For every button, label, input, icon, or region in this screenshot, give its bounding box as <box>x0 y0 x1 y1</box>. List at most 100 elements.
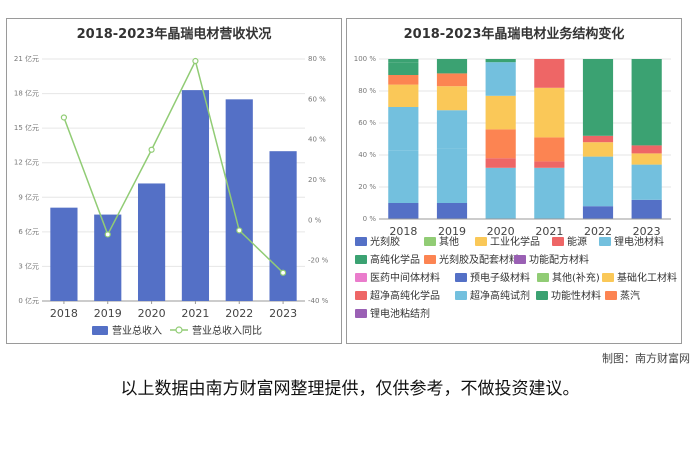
y-left-tick-label: 9 亿元 <box>18 192 39 201</box>
stack-segment <box>534 59 565 88</box>
stack-segment <box>582 59 614 136</box>
yoy-point <box>60 114 68 121</box>
stack-segment <box>534 87 565 138</box>
legend-swatch <box>475 237 487 246</box>
stack-segment <box>582 135 614 143</box>
y-left-tick-label: 18 亿元 <box>14 89 39 98</box>
legend-label: 医药中间体材料 <box>370 271 440 284</box>
y-tick-label: 0 % <box>363 215 377 223</box>
x-tick-label: 2022 <box>584 225 612 238</box>
y-right-tick-label: 20 % <box>308 176 326 184</box>
y-right-tick-label: 80 % <box>308 55 326 63</box>
stack-segment <box>485 59 516 63</box>
stack-segment <box>582 142 614 157</box>
stack-segment <box>631 164 662 200</box>
stack-segment <box>534 167 565 219</box>
x-tick-label: 2019 <box>438 225 466 238</box>
yoy-point <box>192 57 199 65</box>
x-tick-label: 2018 <box>389 225 417 238</box>
legend-label: 光刻胶 <box>370 235 400 248</box>
y-left-tick-label: 3 亿元 <box>18 261 39 270</box>
revenue-chart: 0 亿元 3 亿元 6 亿元 9 亿元 12 亿元 15 亿元 18 亿元 21 亿元 -40 … <box>14 54 329 337</box>
stack-segment <box>631 153 662 165</box>
stack-segment <box>631 199 662 219</box>
x-tick-label: 2023 <box>269 307 297 320</box>
y-tick-label: 60 % <box>358 119 376 127</box>
legend-label: 光刻胶及配套材料 <box>439 253 519 266</box>
legend-swatch <box>552 237 564 246</box>
structure-chart-panel: 2018-2023年晶瑞电材业务结构变化 0 % 20 % 40 % 60 % 80 %… <box>346 18 682 344</box>
revenue-bar <box>181 90 210 301</box>
legend-label: 锂电池粘结剂 <box>370 307 430 320</box>
legend-label: 其他 <box>439 235 459 248</box>
legend-swatch <box>424 255 436 264</box>
yoy-point <box>104 231 111 238</box>
stack-segment <box>388 107 419 151</box>
legend-swatch <box>424 237 436 246</box>
y-right-tick-label: -20 % <box>308 257 329 265</box>
stack-segment <box>388 150 419 203</box>
legend-label-revenue: 营业总收入 <box>112 324 162 337</box>
legend-swatch <box>355 273 367 282</box>
y-tick-label: 100 % <box>354 55 377 63</box>
stack-segment <box>388 62 419 75</box>
stack-segment <box>388 75 419 85</box>
stack-segment <box>485 167 516 219</box>
stack-segment <box>631 145 662 154</box>
stack-segment <box>388 84 419 107</box>
y-right-tick-label: -40 % <box>308 297 329 305</box>
stack-segment <box>631 59 662 146</box>
yoy-point <box>236 227 243 234</box>
yoy-point <box>279 269 287 276</box>
legend-marker-yoy <box>175 326 183 334</box>
revenue-bar <box>50 207 78 301</box>
legend-label: 功能性材料 <box>551 289 601 302</box>
stack-segment <box>436 86 468 111</box>
revenue-bar <box>94 214 122 301</box>
x-tick-label: 2020 <box>138 307 166 320</box>
legend-swatch <box>602 273 614 282</box>
legend-swatch <box>599 237 611 246</box>
legend-label-yoy: 营业总收入同比 <box>192 324 262 337</box>
y-right-tick-label: 60 % <box>308 95 326 103</box>
stack-segment <box>436 59 468 74</box>
y-left-tick-label: 12 亿元 <box>14 158 39 167</box>
legend-swatch <box>536 291 548 300</box>
stack-segment <box>485 95 516 130</box>
legend-label: 其他(补充) <box>552 271 600 284</box>
y-tick-label: 20 % <box>358 183 376 191</box>
legend-swatch-revenue <box>92 326 108 335</box>
y-tick-label: 80 % <box>358 87 376 95</box>
y-right-tick-label: 40 % <box>308 136 326 144</box>
stack-segment <box>388 59 419 63</box>
y-right-tick-label: 0 % <box>308 216 322 224</box>
structure-chart: 0 % 20 % 40 % 60 % 80 % 100 % 2018 2019 2020 2021… <box>354 55 677 320</box>
stack-segment <box>485 158 516 168</box>
y-left-tick-label: 0 亿元 <box>18 296 39 305</box>
credit-text: 制图：南方财富网 <box>602 352 690 365</box>
disclaimer-text: 以上数据由南方财富网整理提供，仅供参考，不做投资建议。 <box>120 379 580 399</box>
legend-swatch <box>355 237 367 246</box>
stack-segment <box>582 206 614 219</box>
legend-label: 预电子级材料 <box>470 271 530 284</box>
stack-segment <box>485 129 516 159</box>
y-left-tick-label: 21 亿元 <box>14 54 39 63</box>
y-left-tick-label: 6 亿元 <box>18 227 39 236</box>
legend-swatch <box>514 255 526 264</box>
x-tick-label: 2019 <box>94 307 122 320</box>
legend-label: 基础化工材料 <box>617 271 677 284</box>
stack-segment <box>388 203 419 219</box>
structure-chart-title: 2018-2023年晶瑞电材业务结构变化 <box>403 27 625 42</box>
legend-swatch <box>355 291 367 300</box>
legend-label: 能源 <box>567 235 587 248</box>
legend-swatch <box>455 291 467 300</box>
legend-label: 锂电池材料 <box>614 235 664 248</box>
revenue-bar <box>269 151 297 301</box>
stack-segment <box>436 148 468 203</box>
legend-swatch <box>455 273 467 282</box>
x-tick-label: 2020 <box>487 225 515 238</box>
x-tick-label: 2021 <box>535 225 563 238</box>
legend-swatch <box>355 255 367 264</box>
stack-segment <box>534 161 565 168</box>
stack-segment <box>582 156 614 207</box>
